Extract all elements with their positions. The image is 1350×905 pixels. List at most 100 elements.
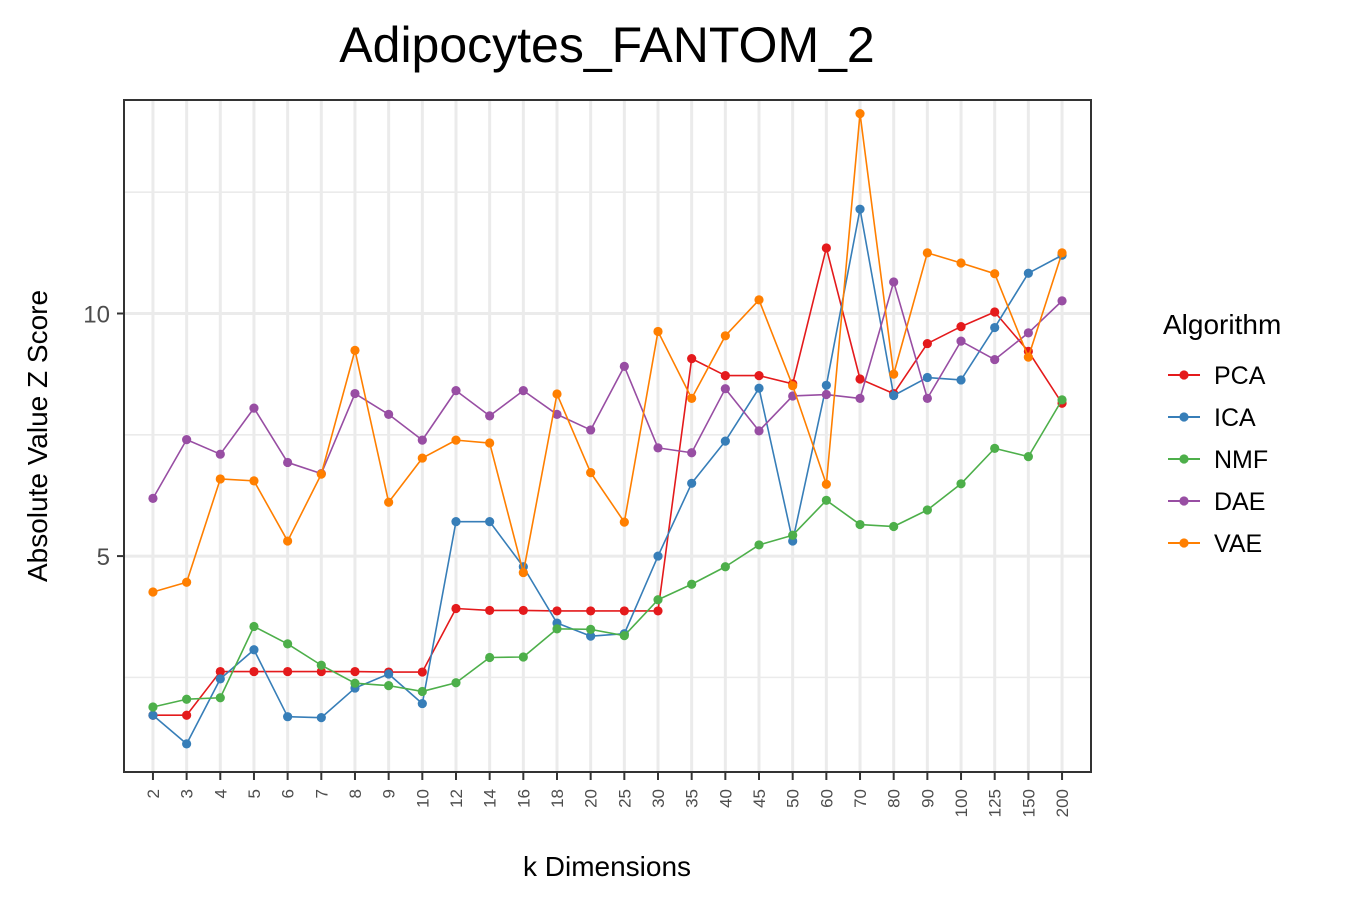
point-pca (316, 666, 326, 677)
x-tick-label: 200 (1053, 789, 1072, 817)
point-nmf (619, 631, 629, 641)
legend-label-pca: PCA (1214, 362, 1266, 390)
point-vae (1023, 352, 1033, 362)
point-nmf (754, 540, 764, 550)
point-vae (754, 295, 764, 305)
point-nmf (855, 519, 865, 530)
point-dae (350, 388, 360, 399)
point-vae (552, 389, 562, 399)
point-nmf (283, 639, 293, 649)
point-pca (215, 666, 225, 677)
plot-border (123, 99, 1092, 773)
point-nmf (384, 681, 394, 691)
point-dae (586, 425, 596, 435)
point-nmf (956, 479, 966, 489)
point-dae (754, 426, 764, 436)
point-pca (552, 606, 562, 616)
point-pca (586, 606, 596, 616)
x-axis-title: k Dimensions (523, 851, 691, 882)
point-ica (485, 517, 495, 527)
point-pca (821, 243, 831, 253)
point-vae (922, 248, 932, 258)
x-tick-label: 150 (1019, 789, 1038, 817)
point-vae (384, 497, 394, 507)
x-tick-label: 9 (380, 789, 399, 798)
point-pca (350, 666, 360, 677)
point-vae (653, 326, 663, 337)
x-tick-label: 40 (716, 789, 735, 808)
legend-label-nmf: NMF (1214, 446, 1268, 474)
point-dae (687, 448, 697, 458)
point-vae (485, 438, 495, 448)
point-pca (653, 606, 663, 616)
point-vae (990, 269, 1000, 279)
legend-point-vae (1179, 538, 1189, 548)
point-pca (249, 666, 259, 677)
point-nmf (821, 495, 831, 505)
point-vae (283, 536, 293, 546)
point-pca (855, 374, 865, 384)
point-dae (148, 493, 158, 503)
x-tick-label: 3 (178, 789, 197, 798)
point-dae (889, 277, 899, 287)
point-dae (653, 443, 663, 453)
point-vae (855, 108, 865, 119)
y-axis-title: Absolute Value Z Score (22, 290, 53, 582)
x-tick-label: 7 (312, 789, 331, 798)
y-tick-label: 5 (97, 544, 110, 571)
point-ica (249, 645, 259, 655)
point-dae (720, 384, 730, 394)
x-tick-label: 18 (548, 789, 567, 808)
x-tick-label: 30 (649, 789, 668, 808)
point-nmf (922, 505, 932, 515)
point-pca (754, 370, 764, 381)
point-dae (855, 393, 865, 403)
point-pca (485, 605, 495, 616)
point-nmf (788, 530, 798, 540)
point-nmf (215, 693, 225, 703)
point-ica (922, 372, 932, 383)
point-vae (619, 517, 629, 527)
point-vae (720, 331, 730, 341)
legend-point-dae (1179, 496, 1189, 506)
legend: Algorithm PCA ICA NMF DAE VAE (1163, 309, 1281, 558)
point-nmf (990, 443, 1000, 453)
point-nmf (485, 652, 495, 663)
point-dae (215, 449, 225, 459)
x-tick-label: 50 (784, 789, 803, 808)
point-ica (653, 551, 663, 561)
point-dae (384, 409, 394, 420)
point-ica (821, 380, 831, 390)
point-ica (1023, 268, 1033, 278)
point-dae (619, 361, 629, 371)
legend-label-vae: VAE (1214, 530, 1262, 558)
x-tick-label: 20 (582, 789, 601, 808)
point-vae (1057, 248, 1067, 258)
point-vae (249, 476, 259, 486)
point-pca (619, 606, 629, 616)
point-vae (889, 369, 899, 379)
x-tick-label: 10 (413, 789, 432, 808)
legend-point-ica (1179, 412, 1189, 422)
point-nmf (889, 521, 899, 532)
point-dae (417, 435, 427, 445)
point-vae (350, 345, 360, 355)
chart-title: Adipocytes_FANTOM_2 (339, 17, 874, 73)
point-nmf (249, 621, 259, 632)
point-vae (518, 567, 528, 578)
x-tick-label: 12 (447, 789, 466, 808)
point-nmf (1057, 395, 1067, 405)
point-dae (283, 457, 293, 468)
point-vae (316, 469, 326, 479)
x-tick-label: 25 (615, 789, 634, 808)
x-tick-label: 45 (750, 789, 769, 808)
point-dae (1023, 328, 1033, 338)
point-nmf (586, 624, 596, 634)
legend-point-pca (1179, 370, 1189, 380)
point-ica (754, 383, 764, 393)
point-dae (956, 336, 966, 346)
point-vae (417, 453, 427, 463)
x-tick-label: 70 (851, 789, 870, 808)
